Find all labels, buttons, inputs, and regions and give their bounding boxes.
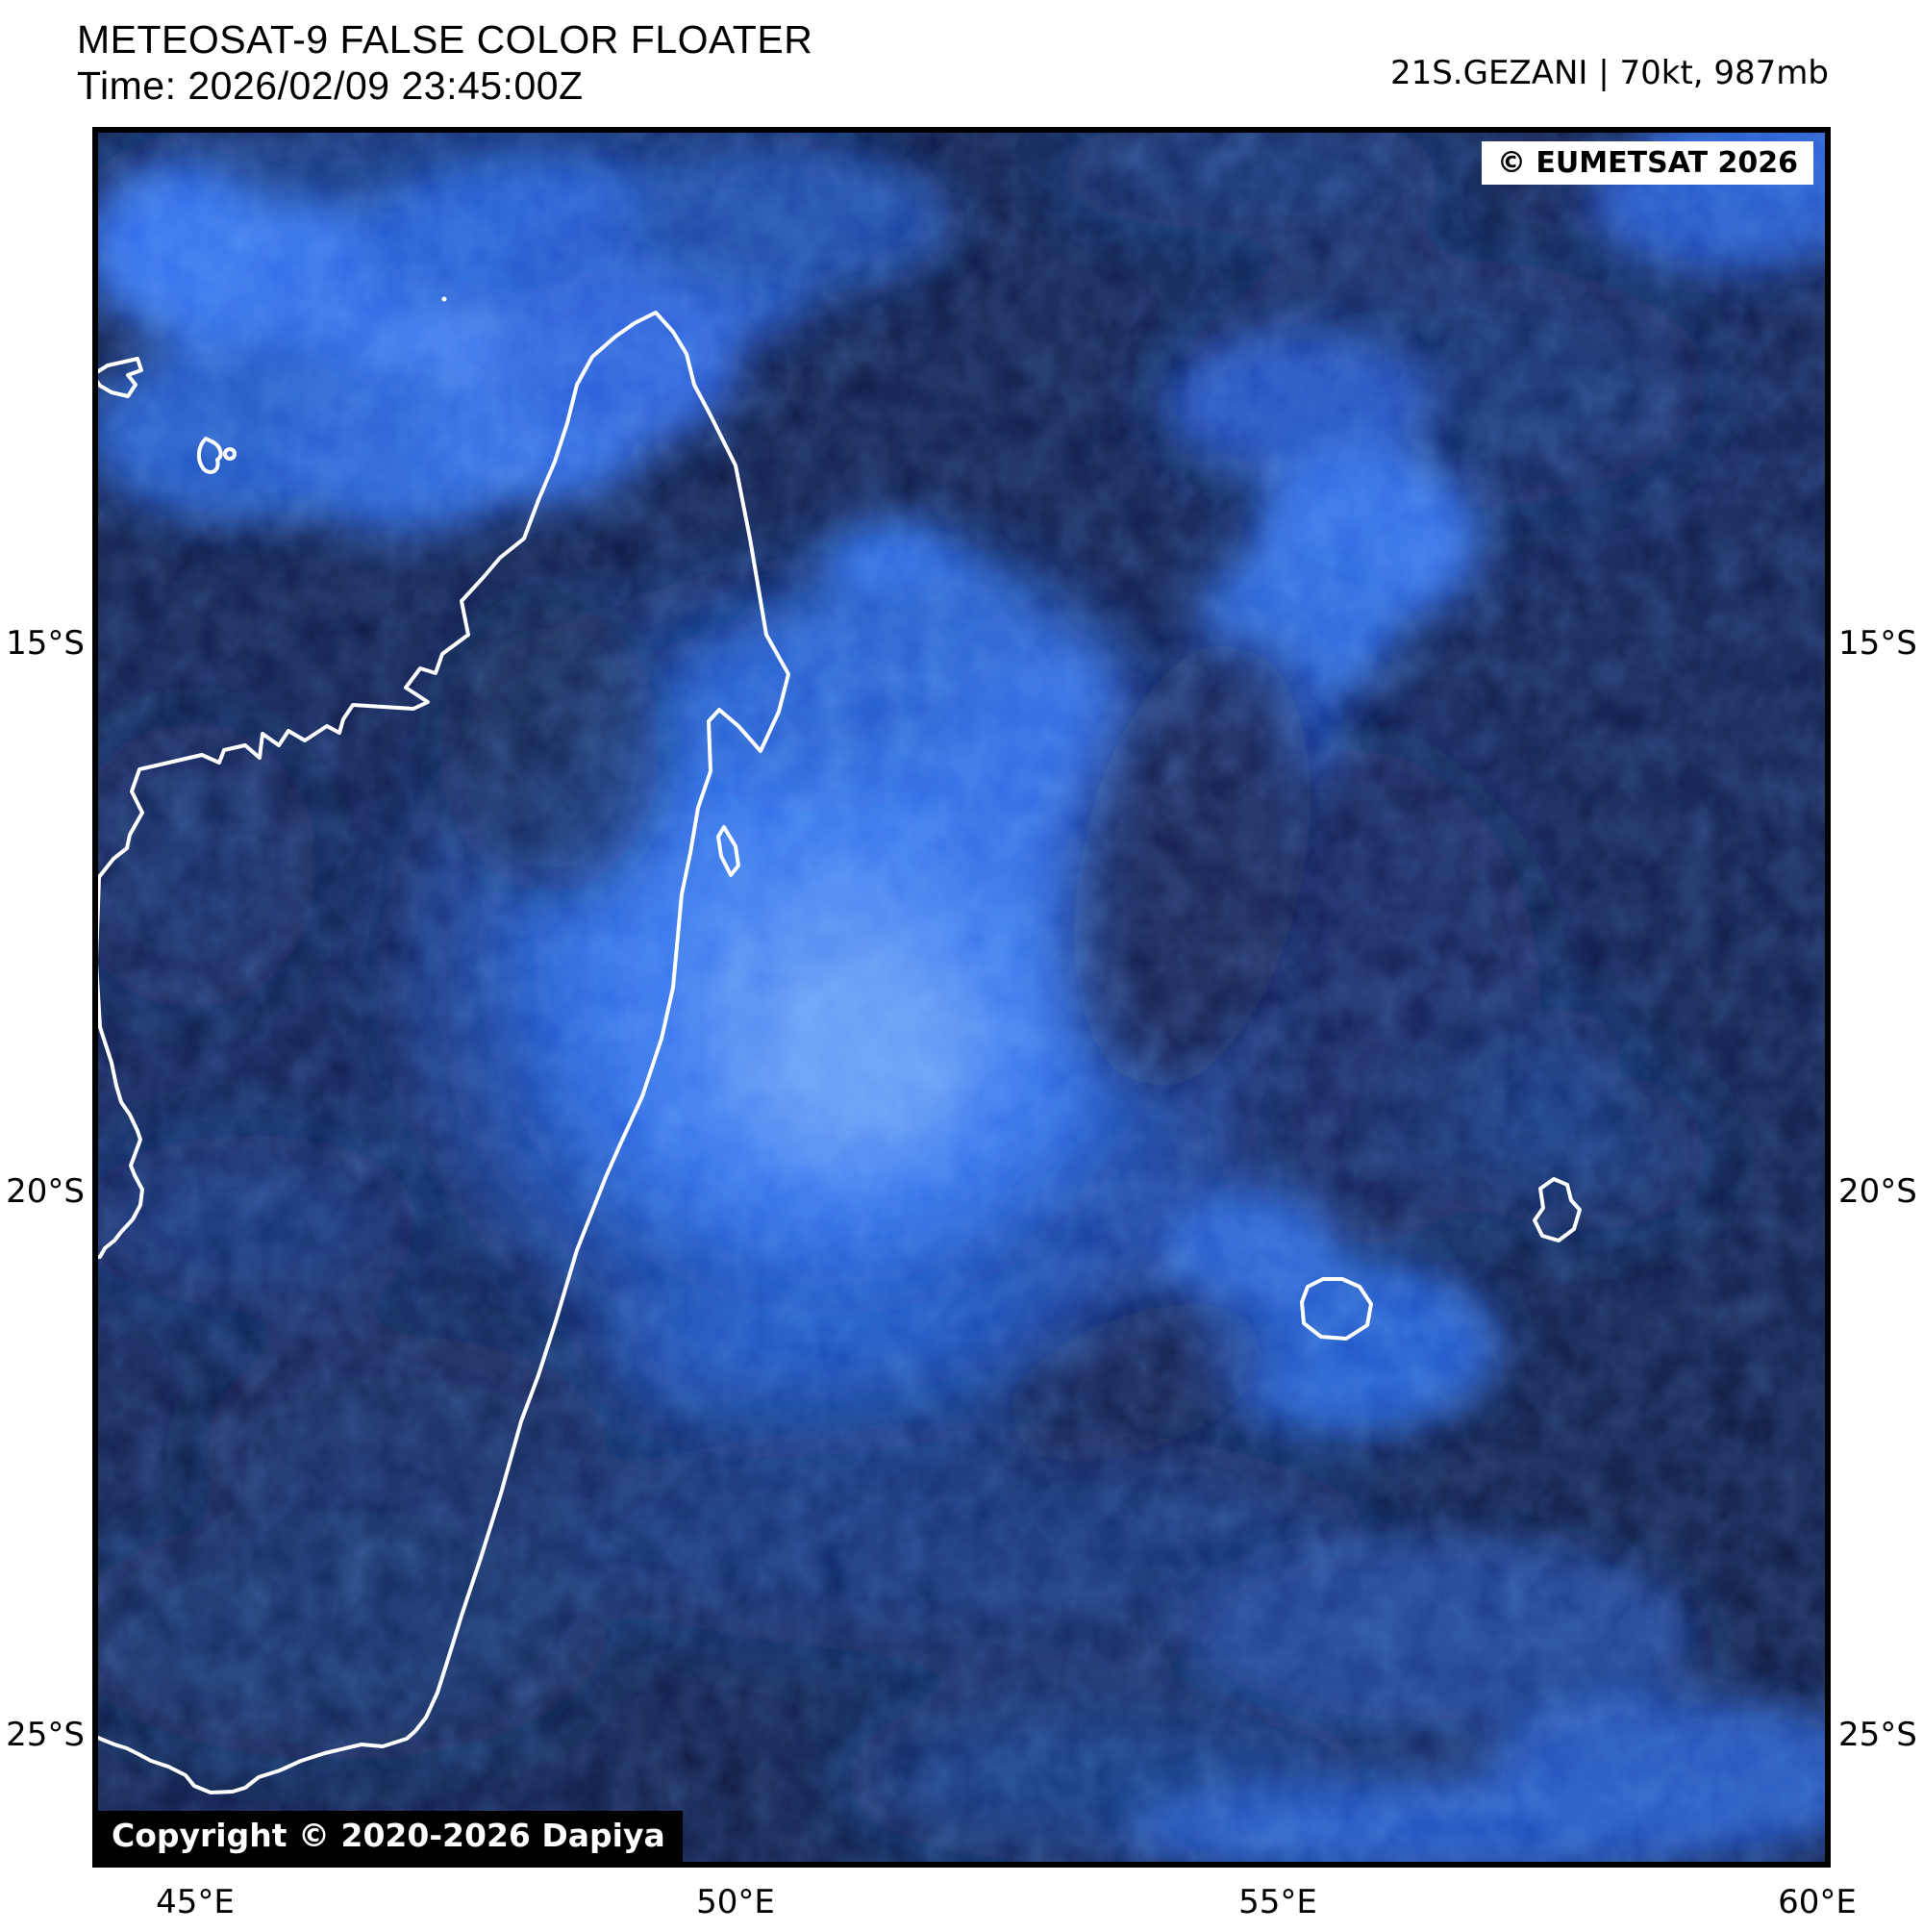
- mauritius-island-outline: [1533, 1177, 1582, 1242]
- lon-label-60e: 60°E: [1778, 1883, 1857, 1921]
- lat-label-20s-right: 20°S: [1838, 1172, 1917, 1211]
- lat-label-20s-left: 20°S: [6, 1172, 85, 1211]
- satellite-grain: [98, 133, 1825, 1862]
- lon-label-50e: 50°E: [696, 1883, 775, 1921]
- lat-label-25s-right: 25°S: [1838, 1716, 1917, 1754]
- lat-label-15s-right: 15°S: [1838, 624, 1917, 663]
- mayotte-islet-outline: [223, 447, 237, 461]
- lon-label-45e: 45°E: [156, 1883, 235, 1921]
- mayotte-island-outline: [197, 437, 223, 474]
- dapiya-copyright-bar: Copyright © 2020-2026 Dapiya: [98, 1811, 683, 1862]
- anjouan-island-outline: [98, 357, 143, 398]
- lat-label-25s-left: 25°S: [6, 1716, 85, 1754]
- satellite-image: [98, 133, 1825, 1862]
- small-white-speck: [441, 296, 447, 302]
- storm-info-label: 21S.GEZANI | 70kt, 987mb: [1389, 54, 1829, 92]
- timestamp: Time: 2026/02/09 23:45:00Z: [77, 63, 584, 108]
- reunion-island-outline: [1300, 1277, 1373, 1341]
- madagascar-coastline: [98, 311, 790, 1794]
- eumetsat-copyright-badge: © EUMETSAT 2026: [1481, 141, 1813, 185]
- satellite-map: © EUMETSAT 2026 Copyright © 2020-2026 Da…: [92, 127, 1831, 1868]
- title-block: METEOSAT-9 FALSE COLOR FLOATER Time: 202…: [77, 17, 812, 110]
- lat-label-15s-left: 15°S: [6, 624, 85, 663]
- lon-label-55e: 55°E: [1238, 1883, 1317, 1921]
- coastlines: [98, 296, 1582, 1794]
- sainte-marie-island-outline: [716, 825, 740, 877]
- page-title: METEOSAT-9 FALSE COLOR FLOATER: [77, 17, 813, 62]
